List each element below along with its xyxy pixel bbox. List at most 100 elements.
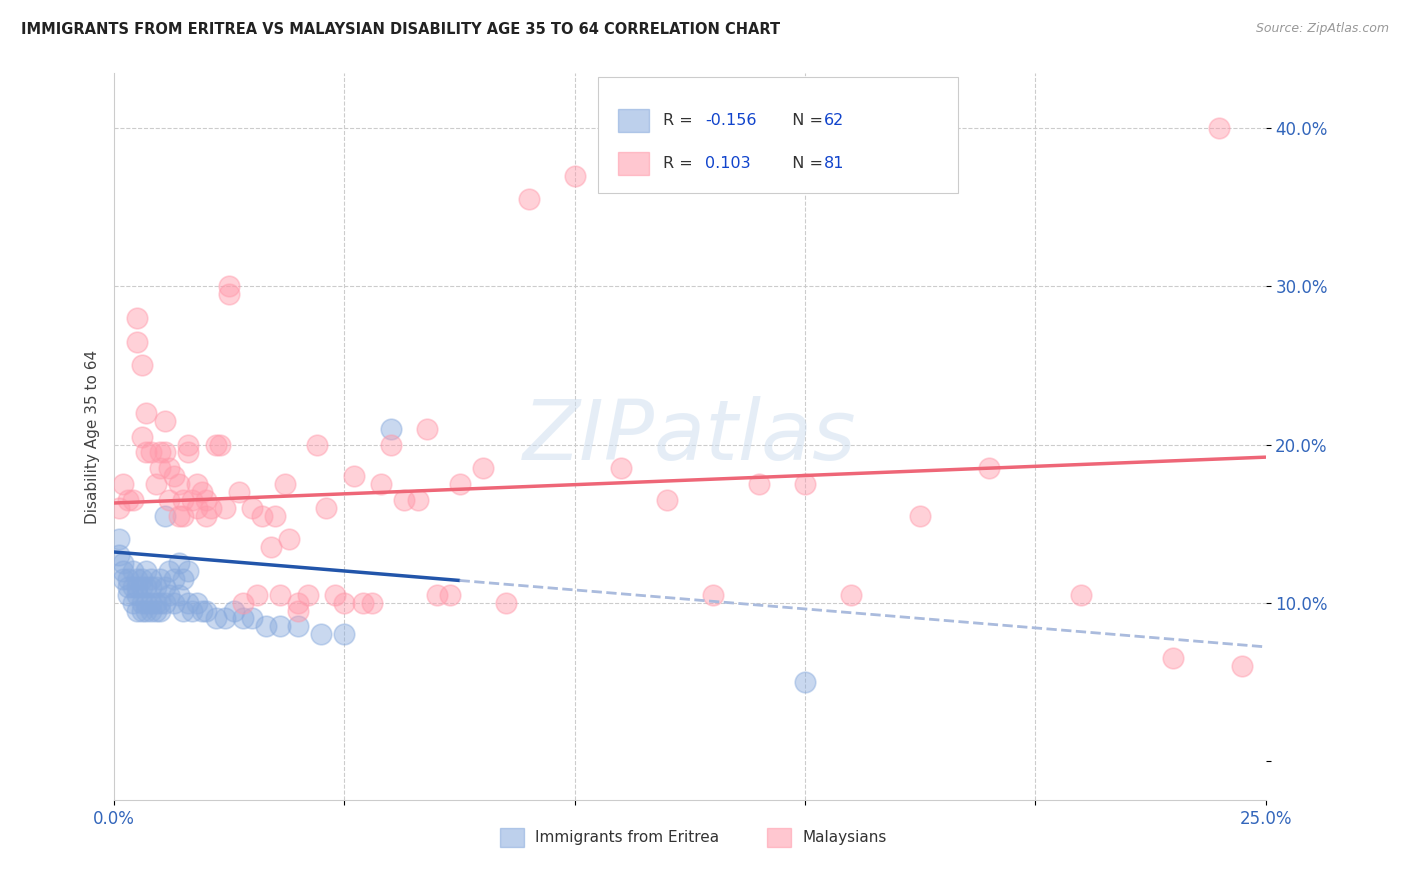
Point: [278, 533, 301, 547]
Point: [352, 596, 374, 610]
Point: [117, 588, 139, 602]
Point: [186, 596, 208, 610]
Point: [315, 500, 337, 515]
Point: [839, 588, 862, 602]
Point: [107, 500, 129, 515]
Point: [149, 572, 172, 586]
Point: [139, 603, 162, 617]
Point: [214, 611, 236, 625]
Point: [181, 492, 204, 507]
Point: [131, 572, 153, 586]
Text: 0.103: 0.103: [704, 155, 751, 170]
Text: Malaysians: Malaysians: [803, 830, 887, 846]
Point: [145, 603, 167, 617]
Point: [200, 500, 222, 515]
Point: [195, 508, 218, 523]
Point: [218, 279, 240, 293]
Point: [287, 596, 309, 610]
Point: [153, 596, 176, 610]
Point: [131, 596, 153, 610]
Point: [240, 500, 263, 515]
Point: [135, 564, 157, 578]
Point: [172, 508, 194, 523]
Point: [117, 580, 139, 594]
Point: [149, 461, 172, 475]
Point: [240, 611, 263, 625]
Point: [287, 603, 309, 617]
Point: [250, 508, 273, 523]
Point: [655, 492, 678, 507]
Point: [131, 603, 153, 617]
Point: [167, 508, 190, 523]
Point: [159, 492, 181, 507]
Point: [139, 572, 162, 586]
Point: [269, 588, 291, 602]
Point: [228, 484, 250, 499]
Text: Source: ZipAtlas.com: Source: ZipAtlas.com: [1256, 22, 1389, 36]
Point: [186, 477, 208, 491]
Text: R =: R =: [662, 112, 697, 128]
Point: [131, 359, 153, 373]
Text: 81: 81: [824, 155, 845, 170]
Point: [135, 445, 157, 459]
Point: [305, 437, 328, 451]
Point: [517, 193, 540, 207]
Text: 62: 62: [824, 112, 845, 128]
Point: [273, 477, 295, 491]
Point: [153, 580, 176, 594]
Point: [343, 469, 366, 483]
Point: [297, 588, 319, 602]
Point: [218, 287, 240, 301]
Point: [794, 674, 817, 689]
Text: Immigrants from Eritrea: Immigrants from Eritrea: [536, 830, 720, 846]
Text: N =: N =: [782, 112, 828, 128]
Point: [177, 596, 200, 610]
Point: [1232, 658, 1254, 673]
Point: [139, 445, 162, 459]
Point: [425, 588, 447, 602]
Point: [153, 508, 176, 523]
Point: [167, 588, 190, 602]
Point: [135, 603, 157, 617]
Point: [149, 596, 172, 610]
Point: [260, 541, 283, 555]
Point: [163, 596, 186, 610]
Point: [177, 564, 200, 578]
Point: [406, 492, 429, 507]
Point: [214, 500, 236, 515]
Point: [748, 477, 770, 491]
Point: [177, 437, 200, 451]
Point: [117, 492, 139, 507]
Point: [209, 437, 232, 451]
Point: [195, 603, 218, 617]
Point: [153, 445, 176, 459]
Point: [159, 588, 181, 602]
Point: [127, 580, 149, 594]
Point: [139, 580, 162, 594]
Point: [333, 596, 356, 610]
Point: [190, 603, 212, 617]
Point: [416, 422, 439, 436]
Point: [979, 461, 1001, 475]
Point: [172, 603, 194, 617]
Point: [149, 445, 172, 459]
Point: [190, 484, 212, 499]
Point: [269, 619, 291, 633]
Point: [131, 429, 153, 443]
Point: [204, 437, 226, 451]
Point: [564, 169, 586, 183]
Point: [112, 556, 135, 570]
Point: [112, 572, 135, 586]
Point: [264, 508, 287, 523]
Point: [163, 572, 186, 586]
Point: [232, 611, 254, 625]
Point: [145, 580, 167, 594]
Point: [135, 406, 157, 420]
Point: [177, 445, 200, 459]
Point: [127, 588, 149, 602]
Point: [204, 611, 226, 625]
Point: [333, 627, 356, 641]
Point: [159, 564, 181, 578]
Point: [107, 533, 129, 547]
Point: [1163, 651, 1185, 665]
